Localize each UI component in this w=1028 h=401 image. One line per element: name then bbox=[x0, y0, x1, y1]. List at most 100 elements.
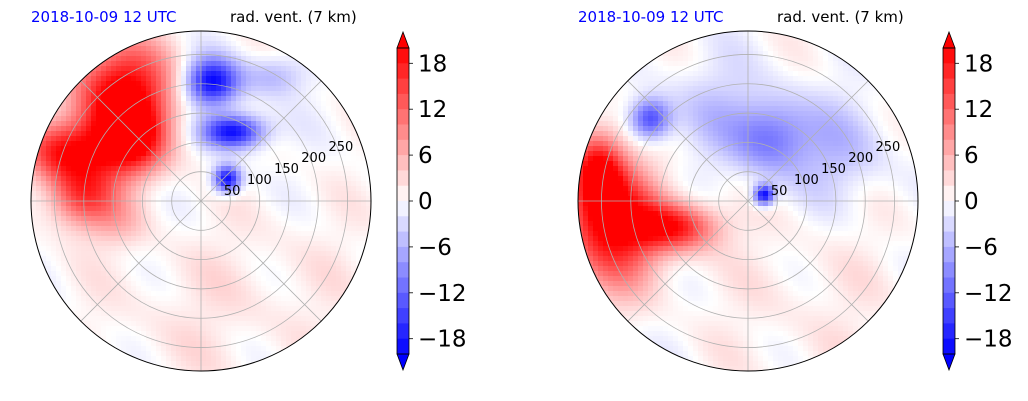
right-field-cell bbox=[623, 91, 629, 97]
left-field-cell bbox=[156, 311, 162, 317]
right-field-cell bbox=[823, 76, 829, 82]
left-field-cell bbox=[321, 246, 327, 252]
right-field-cell bbox=[808, 36, 814, 42]
left-field-cell bbox=[271, 146, 277, 152]
left-field-cell bbox=[116, 181, 122, 187]
left-field-cell bbox=[281, 216, 287, 222]
left-field-cell bbox=[331, 96, 337, 102]
left-field-cell bbox=[51, 146, 57, 152]
left-field-cell bbox=[171, 321, 177, 327]
left-field-cell bbox=[111, 91, 117, 97]
left-field-cell bbox=[121, 291, 127, 297]
left-field-cell bbox=[116, 91, 122, 97]
left-field-cell bbox=[156, 141, 162, 147]
left-field-cell bbox=[171, 241, 177, 247]
left-field-cell bbox=[251, 236, 257, 242]
right-field-cell bbox=[783, 116, 789, 122]
left-field-cell bbox=[336, 136, 342, 142]
left-field-cell bbox=[336, 131, 342, 137]
right-field-cell bbox=[613, 111, 619, 117]
left-field-cell bbox=[91, 116, 97, 122]
left-field-cell bbox=[86, 221, 92, 227]
left-field-cell bbox=[226, 41, 232, 47]
left-colorbar-tick-label: 0 bbox=[418, 189, 433, 215]
left-field-cell bbox=[116, 326, 122, 332]
left-field-cell bbox=[176, 311, 182, 317]
left-field-cell bbox=[291, 346, 297, 352]
left-field-cell bbox=[116, 106, 122, 112]
right-field-cell bbox=[703, 36, 709, 42]
left-field-cell bbox=[131, 176, 137, 182]
right-field-cell bbox=[608, 111, 614, 117]
left-field-cell bbox=[126, 316, 132, 322]
left-field-cell bbox=[186, 266, 192, 272]
right-field-cell bbox=[858, 136, 864, 142]
left-field-cell bbox=[111, 171, 117, 177]
left-field-cell bbox=[301, 101, 307, 107]
left-field-cell bbox=[221, 266, 227, 272]
right-field-cell bbox=[723, 91, 729, 97]
left-field-cell bbox=[321, 206, 327, 212]
left-field-cell bbox=[116, 141, 122, 147]
left-field-cell bbox=[166, 186, 172, 192]
right-field-cell bbox=[698, 36, 704, 42]
right-field-cell bbox=[838, 116, 844, 122]
left-field-cell bbox=[246, 126, 252, 132]
left-field-cell bbox=[101, 306, 107, 312]
left-field-cell bbox=[326, 101, 332, 107]
right-field-cell bbox=[853, 81, 859, 87]
left-field-cell bbox=[206, 291, 212, 297]
right-field-cell bbox=[703, 136, 709, 142]
left-field-cell bbox=[291, 196, 297, 202]
left-field-cell bbox=[341, 276, 347, 282]
left-field-cell bbox=[156, 296, 162, 302]
left-field-cell bbox=[271, 306, 277, 312]
left-field-cell bbox=[231, 331, 237, 337]
right-field-cell bbox=[753, 116, 759, 122]
left-field-cell bbox=[291, 146, 297, 152]
left-field-cell bbox=[301, 211, 307, 217]
left-field-cell bbox=[191, 261, 197, 267]
left-field-cell bbox=[166, 36, 172, 42]
left-field-cell bbox=[111, 156, 117, 162]
left-field-cell bbox=[131, 251, 137, 257]
right-field-cell bbox=[753, 121, 759, 127]
right-field-cell bbox=[703, 91, 709, 97]
left-field-cell bbox=[81, 76, 87, 82]
left-field-cell bbox=[251, 151, 257, 157]
left-field-cell bbox=[291, 136, 297, 142]
left-field-cell bbox=[76, 311, 82, 317]
left-field-cell bbox=[231, 291, 237, 297]
right-field-cell bbox=[803, 136, 809, 142]
left-field-cell bbox=[246, 256, 252, 262]
right-field-cell bbox=[818, 61, 824, 67]
right-field-cell bbox=[603, 121, 609, 127]
right-field-cell bbox=[778, 136, 784, 142]
left-field-cell bbox=[36, 216, 42, 222]
right-field-cell bbox=[748, 76, 754, 82]
left-field-cell bbox=[131, 261, 137, 267]
left-field-cell bbox=[56, 246, 62, 252]
right-field-cell bbox=[788, 106, 794, 112]
right-field-cell bbox=[763, 91, 769, 97]
left-field-cell bbox=[156, 51, 162, 57]
left-field-cell bbox=[286, 331, 292, 337]
left-field-cell bbox=[171, 186, 177, 192]
left-field-cell bbox=[306, 266, 312, 272]
left-field-cell bbox=[346, 291, 352, 297]
left-field-cell bbox=[231, 296, 237, 302]
left-field-cell bbox=[61, 226, 67, 232]
left-field-cell bbox=[251, 271, 257, 277]
left-field-cell bbox=[171, 121, 177, 127]
right-field-cell bbox=[833, 61, 839, 67]
left-field-cell bbox=[251, 131, 257, 137]
left-field-cell bbox=[256, 196, 262, 202]
right-field-cell bbox=[833, 136, 839, 142]
left-field-cell bbox=[271, 301, 277, 307]
left-field-cell bbox=[156, 231, 162, 237]
right-field-cell bbox=[708, 101, 714, 107]
left-field-cell bbox=[116, 131, 122, 137]
left-field-cell bbox=[181, 206, 187, 212]
left-field-cell bbox=[161, 81, 167, 87]
left-field-cell bbox=[186, 341, 192, 347]
